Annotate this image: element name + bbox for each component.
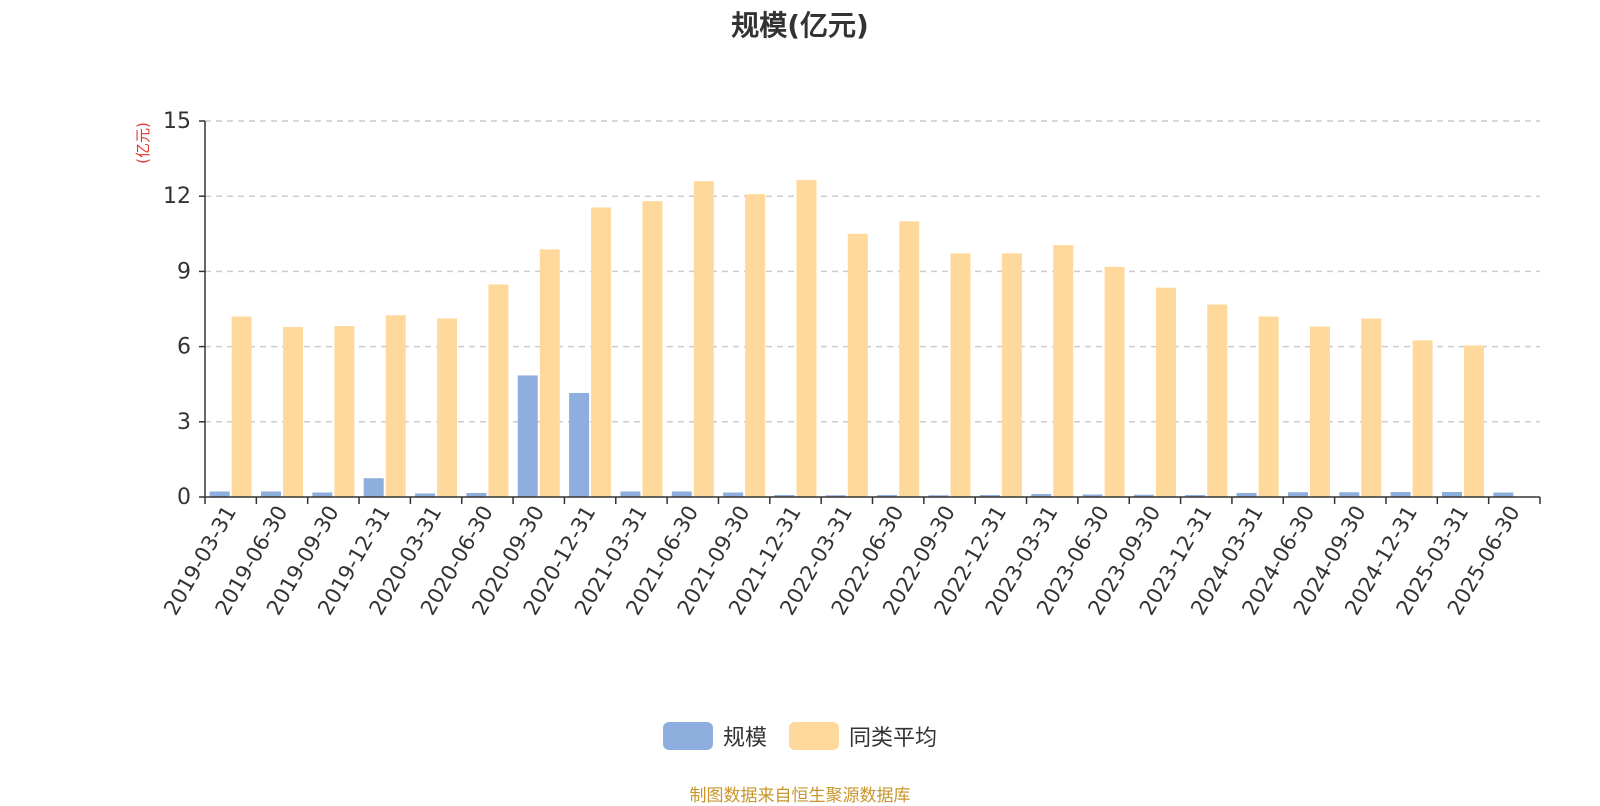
source-note: 制图数据来自恒生聚源数据库 (689, 786, 911, 806)
bar-tonglei-pingjun (950, 253, 971, 497)
bar-guimo (569, 392, 590, 497)
bar-guimo (620, 491, 641, 497)
bar-tonglei-pingjun (642, 201, 663, 498)
y-tick-label: 15 (163, 109, 191, 134)
chart-title: 规模(亿元) (731, 9, 869, 42)
bar-guimo (466, 492, 487, 497)
y-tick-label: 9 (177, 259, 191, 284)
bar-guimo (1185, 494, 1206, 497)
bar-guimo (261, 491, 282, 497)
bar-guimo (1133, 494, 1154, 497)
bar-tonglei-pingjun (231, 316, 252, 497)
bar-guimo (877, 494, 898, 497)
bar-guimo (1031, 493, 1052, 497)
legend-swatch (662, 722, 713, 750)
bar-guimo (1082, 494, 1103, 497)
y-tick-label: 6 (177, 335, 191, 360)
bar-guimo (979, 494, 1000, 497)
bar-tonglei-pingjun (1155, 287, 1176, 497)
bar-guimo (209, 491, 230, 497)
bar-guimo (1236, 492, 1257, 497)
bar-guimo (928, 495, 949, 497)
bar-tonglei-pingjun (899, 221, 920, 497)
bar-guimo (1287, 492, 1308, 497)
bar-tonglei-pingjun (693, 181, 714, 497)
bar-tonglei-pingjun (745, 194, 766, 497)
y-tick-label: 0 (177, 485, 191, 510)
bar-tonglei-pingjun (539, 249, 560, 497)
y-tick-label: 3 (177, 410, 191, 435)
bar-guimo (1390, 491, 1411, 497)
y-tick-label: 12 (163, 184, 191, 209)
bar-guimo (671, 491, 692, 497)
bar-guimo (1493, 492, 1514, 497)
legend-label: 规模 (722, 726, 767, 751)
bar-tonglei-pingjun (385, 315, 406, 497)
bar-tonglei-pingjun (1361, 318, 1382, 497)
bar-tonglei-pingjun (591, 207, 612, 498)
bar-tonglei-pingjun (1207, 304, 1228, 497)
bar-tonglei-pingjun (334, 326, 355, 497)
bar-tonglei-pingjun (1412, 340, 1433, 497)
bar-guimo (517, 375, 538, 497)
legend-label: 同类平均 (849, 726, 938, 751)
bar-guimo (723, 492, 744, 497)
legend: 规模 同类平均 (0, 720, 1600, 752)
bar-tonglei-pingjun (847, 233, 868, 498)
bar-guimo (774, 494, 795, 497)
axes (199, 120, 1541, 504)
bar-tonglei-pingjun (488, 284, 509, 497)
bar-tonglei-pingjun (1053, 245, 1074, 497)
legend-item[interactable]: 同类平均 (789, 720, 937, 752)
bar-tonglei-pingjun (1463, 345, 1484, 497)
bar-guimo (1441, 491, 1462, 497)
bar-tonglei-pingjun (283, 327, 304, 497)
bar-tonglei-pingjun (1309, 326, 1330, 497)
bar-guimo (825, 495, 846, 497)
bar-tonglei-pingjun (1104, 266, 1125, 497)
bar-guimo (363, 478, 384, 497)
y-axis-label: (亿元) (134, 122, 152, 164)
bar-guimo (415, 493, 436, 497)
bar-tonglei-pingjun (1001, 253, 1022, 497)
bar-guimo (312, 492, 333, 497)
bar-guimo (1339, 492, 1360, 497)
bar-tonglei-pingjun (437, 318, 458, 497)
bar-tonglei-pingjun (796, 179, 817, 497)
bar-tonglei-pingjun (1258, 316, 1279, 497)
bars (209, 179, 1514, 498)
legend-swatch (789, 722, 839, 750)
legend-item[interactable]: 规模 (662, 720, 767, 752)
